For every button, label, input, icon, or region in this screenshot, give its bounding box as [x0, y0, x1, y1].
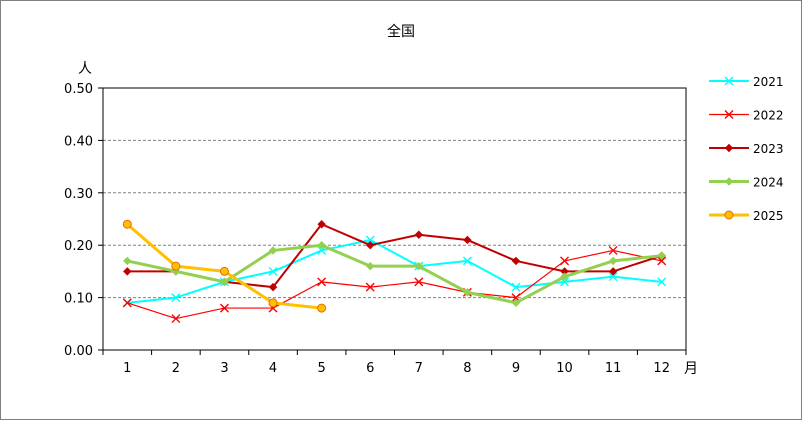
data-point	[123, 267, 132, 276]
data-point	[365, 235, 375, 245]
series-2025	[122, 219, 327, 313]
data-point	[219, 266, 229, 276]
y-tick-label: 0.30	[64, 187, 93, 202]
data-point	[268, 266, 278, 276]
series-2024	[123, 240, 666, 308]
x-tick-label: 9	[512, 361, 520, 376]
data-point	[268, 282, 278, 292]
data-point	[317, 277, 327, 287]
data-point	[365, 282, 375, 292]
legend-item-2025: 2025	[709, 209, 784, 223]
data-point	[608, 272, 618, 282]
data-point	[317, 240, 326, 250]
legend-swatch-marker	[724, 177, 734, 186]
data-point	[511, 298, 521, 308]
x-tick-label: 6	[366, 361, 374, 376]
plot-area: 0.000.100.200.300.400.501 2 3 4 5 6 7 8 9 10 11 12	[64, 82, 687, 376]
data-point	[414, 261, 423, 271]
data-point	[657, 256, 667, 266]
legend-label: 2025	[753, 209, 784, 223]
data-point	[171, 261, 181, 271]
data-point	[462, 256, 472, 266]
x-tick-label: 1	[123, 361, 131, 376]
x-tick-label: 5	[317, 361, 325, 376]
data-point	[366, 261, 375, 271]
data-point	[608, 256, 618, 266]
legend-label: 2022	[753, 109, 784, 123]
data-point	[608, 267, 618, 276]
data-point	[657, 277, 667, 287]
x-tick-label: 10	[556, 361, 573, 376]
x-tick-label: 7	[415, 361, 423, 376]
data-point	[268, 246, 278, 255]
x-tick-label: 2	[172, 361, 180, 376]
data-point	[511, 282, 521, 292]
data-point	[511, 256, 521, 266]
legend: 2021 2022 2023 2024 2025	[709, 75, 784, 223]
data-point	[123, 256, 132, 266]
data-point	[414, 230, 423, 239]
x-tick-label: 12	[653, 361, 670, 376]
data-point	[657, 251, 666, 260]
y-tick-label: 0.00	[64, 344, 93, 359]
data-point	[317, 303, 327, 313]
series-line	[127, 249, 662, 320]
data-point	[171, 293, 181, 303]
x-axis-unit-label: 月	[684, 361, 698, 377]
y-tick-label: 0.50	[64, 82, 93, 97]
legend-item-2021: 2021	[709, 75, 784, 89]
x-tick-label: 3	[220, 361, 228, 376]
data-point	[122, 219, 132, 229]
series-2022	[122, 245, 667, 324]
y-axis-unit-label: 人	[78, 61, 92, 77]
legend-swatch-marker	[724, 110, 734, 119]
legend-swatch-marker	[724, 210, 734, 220]
legend-label: 2021	[753, 75, 784, 89]
data-point	[219, 303, 229, 313]
legend-swatch-marker	[724, 143, 734, 153]
chart-title: 全国	[387, 23, 415, 40]
legend-item-2024: 2024	[709, 176, 784, 190]
plot-background	[103, 88, 686, 350]
legend-item-2022: 2022	[709, 109, 784, 123]
data-point	[560, 256, 570, 266]
data-point	[463, 288, 472, 297]
data-point	[220, 277, 229, 287]
y-tick-label: 0.10	[64, 292, 93, 307]
data-point	[366, 240, 375, 250]
y-tick-label: 0.20	[64, 239, 93, 254]
data-point	[608, 245, 618, 255]
x-tick-label: 4	[269, 361, 277, 376]
data-point	[560, 272, 569, 281]
data-point	[122, 298, 132, 308]
legend-swatch-marker	[724, 76, 734, 86]
legend-label: 2023	[753, 142, 784, 156]
x-tick-label: 11	[605, 361, 622, 376]
data-point	[317, 220, 326, 229]
legend-item-2023: 2023	[709, 142, 784, 156]
series-line	[127, 238, 662, 304]
data-point	[171, 314, 181, 324]
y-tick-label: 0.40	[64, 134, 93, 149]
legend-label: 2024	[753, 176, 784, 190]
data-point	[268, 298, 278, 308]
x-tick-label: 8	[463, 361, 471, 376]
data-point	[463, 235, 472, 245]
data-point	[414, 277, 424, 287]
series-line	[126, 243, 662, 305]
